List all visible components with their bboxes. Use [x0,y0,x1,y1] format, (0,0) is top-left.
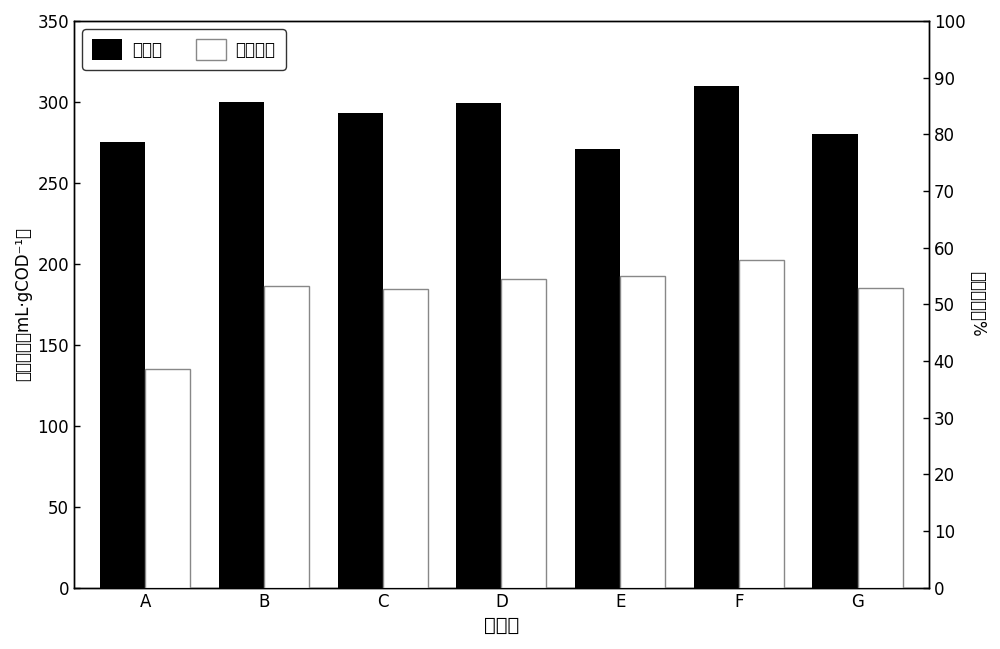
Bar [694,86,739,588]
Bar [383,289,428,588]
Bar [145,369,190,588]
Y-axis label: 甲烷含量／%: 甲烷含量／% [968,271,986,337]
Bar [858,288,903,588]
Bar [575,149,620,588]
X-axis label: 实验组: 实验组 [484,616,519,635]
Legend: 产气率, 甲烷含量: 产气率, 甲烷含量 [82,29,286,69]
Bar [501,279,546,588]
Bar [338,113,383,588]
Bar [219,102,264,588]
Bar [456,103,501,588]
Bar [812,134,858,588]
Bar [100,142,145,588]
Bar [264,286,309,588]
Bar [739,260,784,588]
Bar [620,276,665,588]
Y-axis label: 产气率／（mL·gCOD⁻¹）: 产气率／（mL·gCOD⁻¹） [14,227,32,382]
